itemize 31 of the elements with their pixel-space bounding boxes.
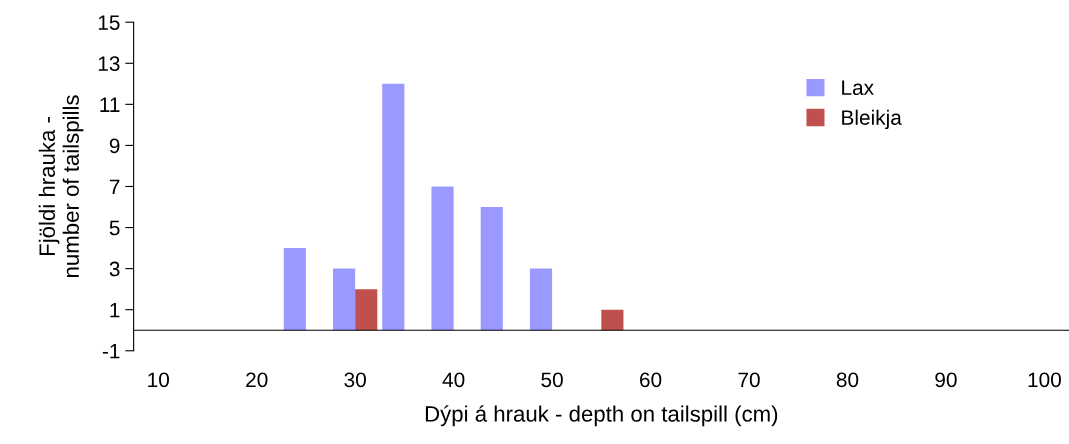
- legend-label: Lax: [842, 80, 874, 96]
- y-tick-label: 5: [109, 220, 120, 236]
- x-tick-label: 70: [738, 372, 760, 388]
- x-tick-label: 100: [1028, 372, 1061, 388]
- y-tick-label: 3: [109, 261, 120, 277]
- bar: [601, 309, 624, 331]
- bar: [283, 248, 306, 331]
- bar: [355, 289, 378, 331]
- bar: [480, 207, 503, 331]
- bar: [529, 268, 553, 331]
- bar: [333, 268, 356, 331]
- x-tick-label: 60: [640, 372, 662, 388]
- y-tick-label: 15: [98, 15, 120, 30]
- x-tick-label: 30: [344, 372, 366, 388]
- legend-label: Bleikja: [842, 109, 902, 130]
- x-tick-label: 10: [148, 372, 170, 388]
- x-tick-label: 20: [246, 372, 268, 388]
- x-tick-label: 40: [442, 372, 465, 388]
- y-tick-label: 11: [100, 97, 120, 112]
- x-axis-title: Dýpi á hrauk - depth on tailspill (cm): [425, 405, 778, 427]
- y-tick-label: 1: [110, 302, 120, 318]
- y-tick-label: 13: [98, 56, 120, 72]
- y-tick-label: 9: [109, 138, 120, 154]
- x-tick-label: 90: [935, 372, 957, 388]
- y-tick-label: -1: [102, 343, 120, 359]
- y-tick-label: 7: [109, 179, 120, 195]
- x-tick-label: 50: [541, 372, 563, 388]
- x-tick-label: 80: [836, 372, 859, 388]
- y-axis-title: Fjöldi hrauka - number of tailspills: [38, 95, 84, 278]
- bar: [382, 83, 405, 331]
- bar: [431, 186, 454, 331]
